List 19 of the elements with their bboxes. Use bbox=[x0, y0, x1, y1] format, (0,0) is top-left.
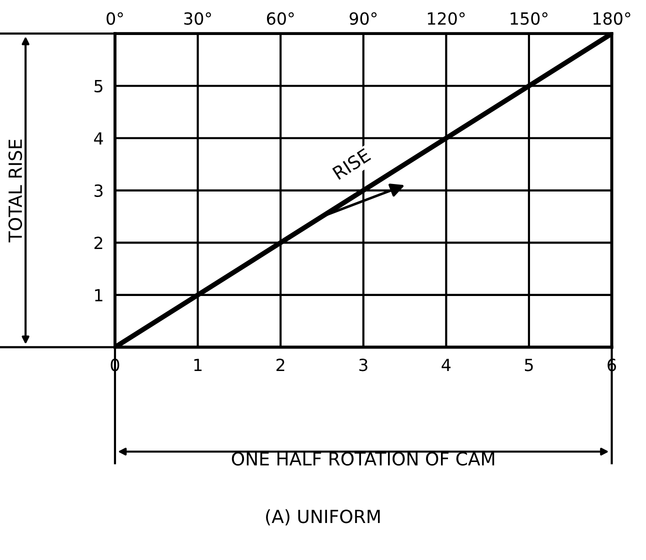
x-tick-label: 3 bbox=[359, 358, 368, 372]
y-tick-label: 2 bbox=[94, 236, 102, 249]
x2-tick-label: 90° bbox=[350, 12, 377, 25]
x-tick-label: 4 bbox=[442, 358, 451, 371]
x-tick-label: 5 bbox=[524, 358, 533, 372]
x2-tick-label: 150° bbox=[510, 12, 548, 25]
x2-tick-label: 180° bbox=[594, 12, 630, 25]
x2-tick-label: 30° bbox=[184, 12, 211, 25]
text: (A) UNIFORM bbox=[266, 509, 380, 526]
y-tick-label: 4 bbox=[94, 132, 103, 144]
y-tick-label: 3 bbox=[94, 184, 103, 197]
x2-tick-label: 60° bbox=[266, 12, 294, 25]
y-tick-label: 1 bbox=[95, 289, 102, 302]
y-axis-title: TOTAL RISE bbox=[8, 140, 22, 242]
x2-tick-label: 0° bbox=[106, 12, 123, 25]
x-tick-label: 1 bbox=[194, 358, 202, 371]
y-tick-label: 5 bbox=[94, 80, 102, 92]
x2-tick-label: 120° bbox=[428, 12, 465, 25]
x-tick-label: 2 bbox=[276, 358, 284, 371]
